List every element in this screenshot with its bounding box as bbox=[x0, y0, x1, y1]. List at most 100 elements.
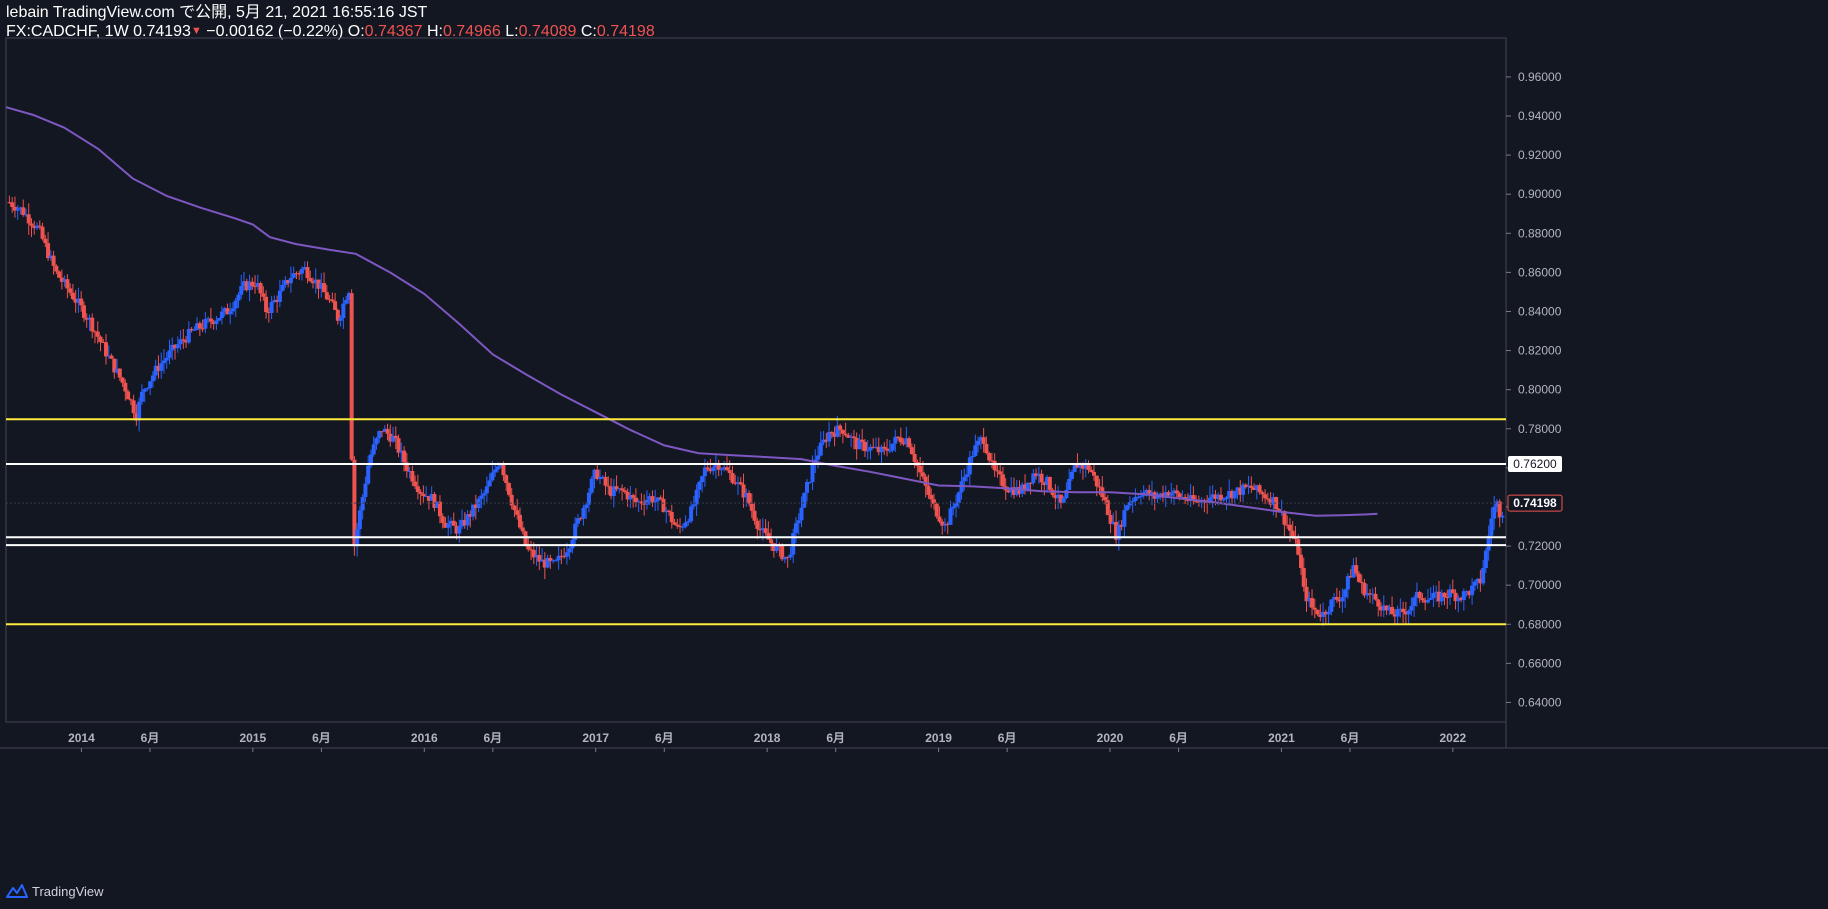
candle-up bbox=[1083, 464, 1088, 469]
candle-down bbox=[708, 468, 713, 472]
y-tick-label: 0.90000 bbox=[1518, 187, 1562, 201]
candle-up bbox=[713, 464, 718, 468]
candle-up bbox=[865, 450, 870, 452]
x-tick-label: 6月 bbox=[1169, 731, 1188, 745]
candle-down bbox=[322, 283, 327, 293]
candle-up bbox=[647, 496, 652, 500]
candle-up bbox=[664, 510, 669, 513]
candle-down bbox=[876, 446, 881, 453]
candle-down bbox=[379, 431, 384, 433]
candle-up bbox=[1241, 484, 1246, 495]
candle-down bbox=[415, 486, 420, 493]
candle-up bbox=[280, 284, 285, 291]
candle-up bbox=[970, 455, 975, 458]
candle-down bbox=[1301, 568, 1306, 587]
candle-up bbox=[567, 548, 572, 553]
candle-down bbox=[755, 520, 760, 529]
candle-up bbox=[827, 432, 832, 442]
candle-down bbox=[1392, 614, 1397, 617]
candle-up bbox=[76, 298, 81, 303]
candle-down bbox=[562, 556, 567, 558]
candle-up bbox=[551, 560, 556, 562]
candle-down bbox=[1323, 611, 1328, 615]
candle-up bbox=[1221, 499, 1226, 501]
candle-up bbox=[694, 489, 699, 505]
candle-up bbox=[1475, 578, 1480, 582]
candle-down bbox=[1459, 597, 1464, 601]
candle-down bbox=[840, 429, 845, 434]
candle-down bbox=[1177, 493, 1182, 498]
candle-down bbox=[1265, 498, 1270, 500]
candle-down bbox=[578, 518, 583, 520]
candle-up bbox=[942, 523, 947, 526]
y-tick-label: 0.66000 bbox=[1518, 656, 1562, 670]
candle-up bbox=[702, 467, 707, 477]
candle-down bbox=[1362, 582, 1367, 596]
candle-up bbox=[1351, 565, 1356, 578]
candle-down bbox=[738, 482, 743, 485]
candle-up bbox=[873, 446, 878, 448]
candle-down bbox=[32, 225, 37, 229]
candle-down bbox=[112, 358, 117, 373]
candle-up bbox=[374, 438, 379, 445]
candle-up bbox=[1470, 585, 1475, 596]
candle-up bbox=[1448, 589, 1453, 598]
candle-up bbox=[1122, 510, 1127, 527]
candle-down bbox=[669, 512, 674, 523]
candle-down bbox=[992, 460, 997, 471]
candle-down bbox=[330, 299, 335, 302]
candle-up bbox=[573, 523, 578, 540]
candle-down bbox=[931, 499, 936, 504]
candle-up bbox=[1149, 492, 1154, 496]
candle-down bbox=[937, 516, 942, 522]
candle-up bbox=[1207, 497, 1212, 503]
down-arrow-icon: ▼ bbox=[190, 25, 202, 37]
candle-up bbox=[35, 225, 40, 229]
candle-up bbox=[788, 554, 793, 558]
candle-up bbox=[962, 476, 967, 482]
candle-down bbox=[335, 310, 340, 321]
candle-down bbox=[934, 503, 939, 517]
candle-down bbox=[639, 501, 644, 504]
candle-down bbox=[1384, 605, 1389, 611]
candle-up bbox=[1045, 476, 1050, 486]
candle-up bbox=[816, 455, 821, 460]
candle-down bbox=[1119, 524, 1124, 527]
candle-down bbox=[1034, 473, 1039, 477]
x-tick-label: 2016 bbox=[411, 731, 438, 745]
open-value: 0.74367 bbox=[364, 23, 423, 40]
candle-up bbox=[498, 464, 503, 467]
candle-up bbox=[1271, 497, 1276, 505]
candle-up bbox=[1210, 494, 1215, 498]
candle-down bbox=[1403, 612, 1408, 615]
candle-up bbox=[1406, 610, 1411, 615]
candle-up bbox=[1246, 485, 1251, 488]
candle-down bbox=[730, 473, 735, 483]
candle-down bbox=[426, 495, 431, 501]
candle-down bbox=[1114, 522, 1119, 540]
candle-up bbox=[1064, 489, 1069, 499]
candle-up bbox=[1500, 515, 1505, 518]
candle-up bbox=[457, 526, 462, 534]
candle-down bbox=[769, 539, 774, 544]
candle-down bbox=[548, 557, 553, 562]
candle-up bbox=[424, 495, 429, 497]
candle-up bbox=[691, 504, 696, 507]
candle-up bbox=[879, 446, 884, 453]
candle-down bbox=[1105, 500, 1110, 516]
candle-up bbox=[150, 375, 155, 382]
candle-down bbox=[1445, 597, 1450, 599]
candle-down bbox=[308, 277, 313, 282]
candle-down bbox=[29, 223, 34, 226]
candle-down bbox=[526, 545, 531, 550]
candle-up bbox=[363, 483, 368, 498]
candle-up bbox=[153, 365, 158, 376]
candle-up bbox=[1158, 493, 1163, 497]
candle-up bbox=[890, 443, 895, 451]
candle-up bbox=[495, 466, 500, 470]
candle-up bbox=[744, 492, 749, 498]
candle-down bbox=[595, 469, 600, 480]
x-tick-label: 2021 bbox=[1268, 731, 1295, 745]
candle-up bbox=[653, 500, 658, 503]
